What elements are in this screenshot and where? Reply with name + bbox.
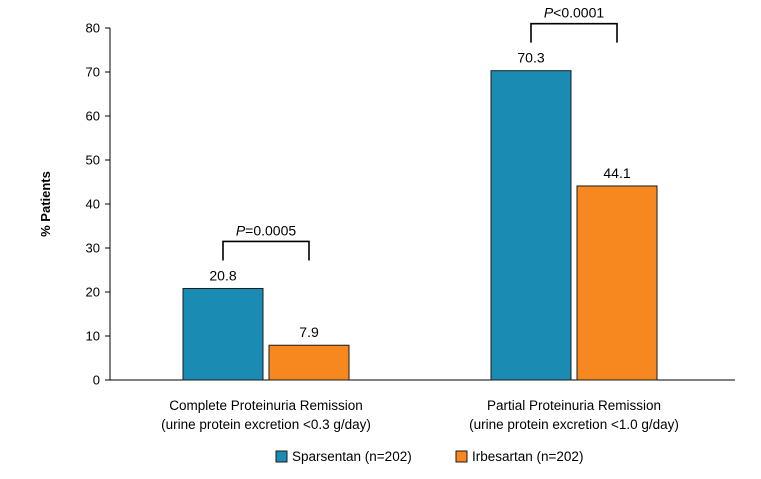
p-value-label: P=0.0005 (236, 222, 297, 238)
chart-legend: Sparsentan (n=202) Irbesartan (n=202) (275, 449, 583, 464)
y-tick-label: 80 (86, 21, 100, 36)
bar-irbesartan-1 (576, 185, 658, 381)
chart-axes: 0 10 20 30 40 50 60 70 80 % Patients (38, 21, 735, 388)
p-value-label: P<0.0001 (544, 5, 605, 21)
x-category-label: Partial Proteinuria Remission (487, 398, 661, 413)
y-axis-label: % Patients (38, 171, 53, 237)
significance-bracket (222, 240, 310, 261)
data-label: 7.9 (299, 324, 319, 340)
y-tick-label: 20 (86, 285, 100, 300)
y-tick-label: 40 (86, 197, 100, 212)
x-category-label: (urine protein excretion <0.3 g/day) (161, 417, 371, 432)
chart-labels: 20.8 70.3 7.9 44.1 Complete Proteinuria Remi… (161, 5, 679, 432)
legend-swatch-irbesartan (455, 450, 468, 463)
y-tick-label: 60 (86, 109, 100, 124)
x-category-label: Complete Proteinuria Remission (169, 398, 363, 413)
chart-bars (182, 70, 658, 381)
legend-label: Sparsentan (n=202) (292, 449, 412, 464)
y-tick-label: 70 (86, 65, 100, 80)
y-tick-label: 30 (86, 241, 100, 256)
data-label: 70.3 (517, 50, 544, 66)
legend-swatch-sparsentan (275, 450, 288, 463)
bar-irbesartan-0 (268, 344, 350, 381)
y-tick-label: 10 (86, 329, 100, 344)
legend-label: Irbesartan (n=202) (472, 449, 583, 464)
bar-sparsentan-1 (490, 70, 572, 381)
y-tick-label: 50 (86, 153, 100, 168)
y-tick-label: 0 (93, 373, 100, 388)
data-label: 44.1 (603, 165, 630, 181)
x-category-label: (urine protein excretion <1.0 g/day) (469, 417, 679, 432)
bar-sparsentan-0 (182, 287, 264, 381)
significance-bracket (530, 22, 618, 43)
data-label: 20.8 (209, 267, 236, 283)
